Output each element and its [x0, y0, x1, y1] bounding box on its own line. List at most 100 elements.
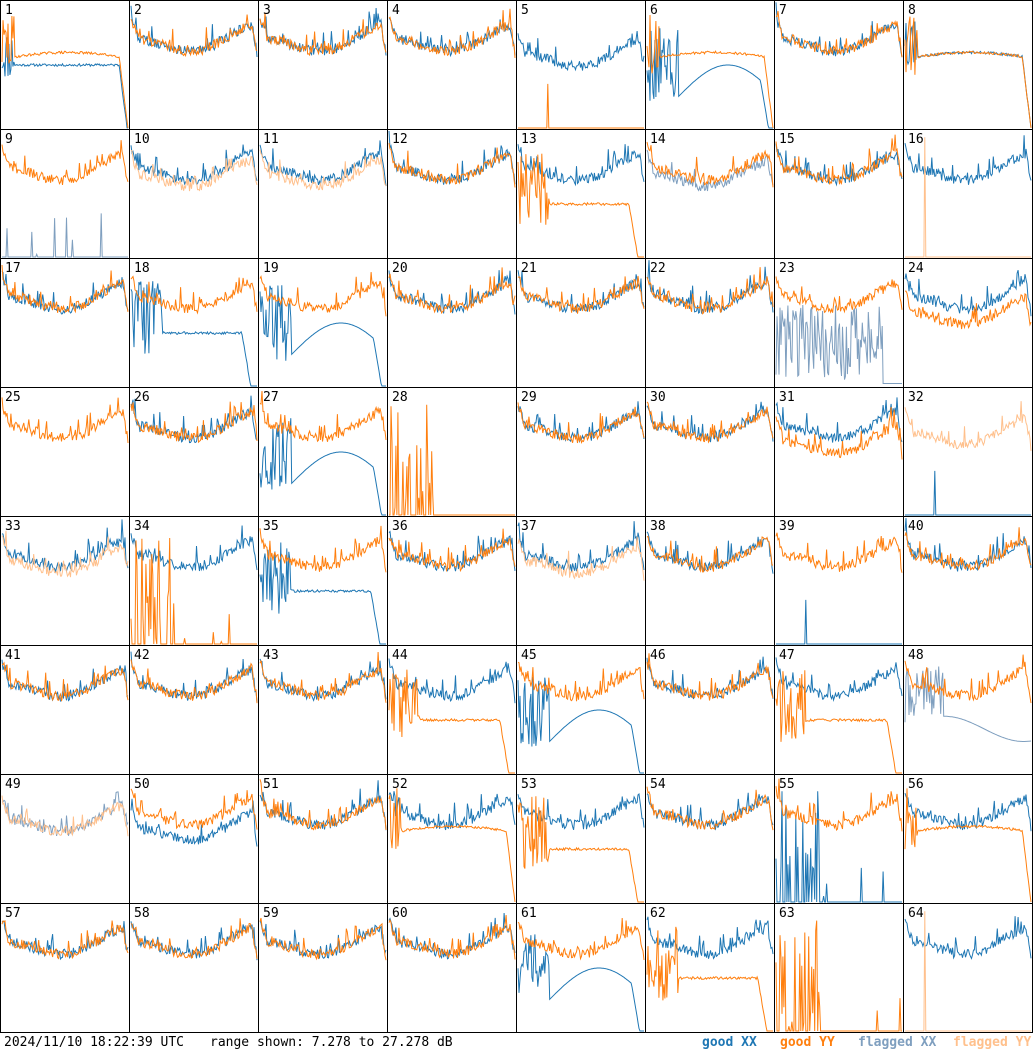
tile-spectrum-plot [775, 134, 903, 187]
tile-spectrum-plot [646, 916, 774, 1032]
series-yy-line [905, 911, 1031, 1032]
tile-number-label: 18 [134, 261, 150, 276]
legend-flagged-yy: flagged YY [953, 1035, 1032, 1050]
tile-panel-28: 28 [388, 388, 517, 517]
tile-spectrum-plot [388, 130, 516, 188]
tile-number-label: 40 [908, 519, 924, 534]
series-yy-line [130, 537, 257, 645]
tile-number-label: 9 [5, 132, 13, 147]
series-yy-line [259, 272, 387, 317]
tile-spectrum-plot [775, 920, 902, 1032]
tile-spectrum-plot [259, 779, 387, 831]
series-yy-line [646, 653, 774, 701]
series-xx-line [388, 130, 516, 185]
series-xx-line [904, 916, 1032, 960]
series-xx-line [1, 659, 129, 702]
tile-panel-4: 4 [388, 1, 517, 130]
series-xx-line [130, 921, 258, 961]
tile-number-label: 47 [779, 648, 795, 663]
series-xx-line [646, 260, 774, 315]
tile-spectrum-plot [517, 30, 645, 129]
tile-number-label: 30 [650, 390, 666, 405]
tile-number-label: 33 [5, 519, 21, 534]
tile-panel-37: 37 [517, 517, 646, 646]
series-xx-line [388, 791, 516, 831]
series-xx-line [517, 934, 644, 1032]
tile-number-label: 46 [650, 648, 666, 663]
tile-panel-30: 30 [646, 388, 775, 517]
tile-spectrum-plot [130, 651, 258, 704]
tile-spectrum-plot [646, 14, 774, 129]
tile-number-label: 1 [5, 3, 13, 18]
series-xx-line [388, 658, 516, 704]
tile-spectrum-plot [904, 654, 1032, 742]
series-yy-line [259, 12, 387, 57]
tile-spectrum-plot [259, 651, 387, 703]
tile-spectrum-plot [259, 525, 387, 645]
tile-panel-44: 44 [388, 646, 517, 775]
tile-spectrum-plot [130, 5, 258, 58]
tile-panel-62: 62 [646, 904, 775, 1033]
tile-number-label: 12 [392, 132, 408, 147]
series-yy-line [259, 149, 387, 191]
series-xx-line [259, 920, 387, 959]
series-xx-line [259, 418, 386, 516]
tile-spectrum-plot [1, 919, 129, 961]
tile-number-label: 19 [263, 261, 279, 276]
tile-panel-9: 9 [1, 130, 130, 259]
series-yy-line [904, 527, 1032, 571]
tile-spectrum-plot [388, 267, 516, 315]
series-yy-line [259, 917, 387, 961]
series-yy-line [775, 10, 903, 58]
tile-spectrum-plot [646, 653, 774, 701]
tile-spectrum-plot [388, 788, 516, 903]
tile-panel-39: 39 [775, 517, 904, 646]
tile-number-label: 23 [779, 261, 795, 276]
tile-panel-12: 12 [388, 130, 517, 259]
series-xx-line [259, 542, 386, 645]
tile-spectrum-plot [775, 657, 903, 774]
tile-spectrum-plot [517, 521, 645, 581]
series-xx-line [776, 599, 902, 645]
series-xx-line [259, 780, 387, 831]
tile-number-label: 26 [134, 390, 150, 405]
series-yy-line [517, 796, 644, 903]
tile-spectrum-plot [130, 918, 258, 961]
tile-panel-22: 22 [646, 259, 775, 388]
tile-spectrum-plot [517, 792, 645, 903]
tile-panel-54: 54 [646, 775, 775, 904]
tile-panel-63: 63 [775, 904, 904, 1033]
tile-spectrum-plot [904, 16, 1032, 129]
tile-number-label: 49 [5, 777, 21, 792]
tile-panel-60: 60 [388, 904, 517, 1033]
series-xx-line [517, 676, 644, 774]
tile-spectrum-plot [904, 401, 1032, 516]
tile-number-label: 28 [392, 390, 408, 405]
tile-panel-59: 59 [259, 904, 388, 1033]
tile-spectrum-plot [904, 788, 1032, 903]
tile-number-label: 44 [392, 648, 408, 663]
tile-number-label: 17 [5, 261, 21, 276]
series-xx-line [517, 30, 645, 72]
tile-spectrum-plot [130, 395, 258, 444]
series-yy-line [388, 528, 516, 573]
legend-good-xx: good XX [702, 1035, 757, 1050]
tile-number-label: 45 [521, 648, 537, 663]
tile-number-label: 27 [263, 390, 279, 405]
series-yy-line [904, 654, 1032, 704]
tile-number-label: 60 [392, 906, 408, 921]
series-xx-line [130, 281, 257, 387]
series-yy-line [388, 788, 516, 903]
tile-spectrum-plot [646, 141, 774, 192]
tile-panel-55: 55 [775, 775, 904, 904]
series-xx-line [775, 657, 903, 702]
tile-panel-5: 5 [517, 1, 646, 130]
tile-spectrum-plot [1, 264, 129, 315]
tile-spectrum-plot [775, 2, 903, 58]
tile-panel-51: 51 [259, 775, 388, 904]
tile-spectrum-plot [775, 532, 903, 645]
tile-panel-29: 29 [517, 388, 646, 517]
series-xx-line [1, 920, 129, 961]
series-yy-line [905, 290, 1032, 330]
series-yy-line [259, 651, 387, 703]
